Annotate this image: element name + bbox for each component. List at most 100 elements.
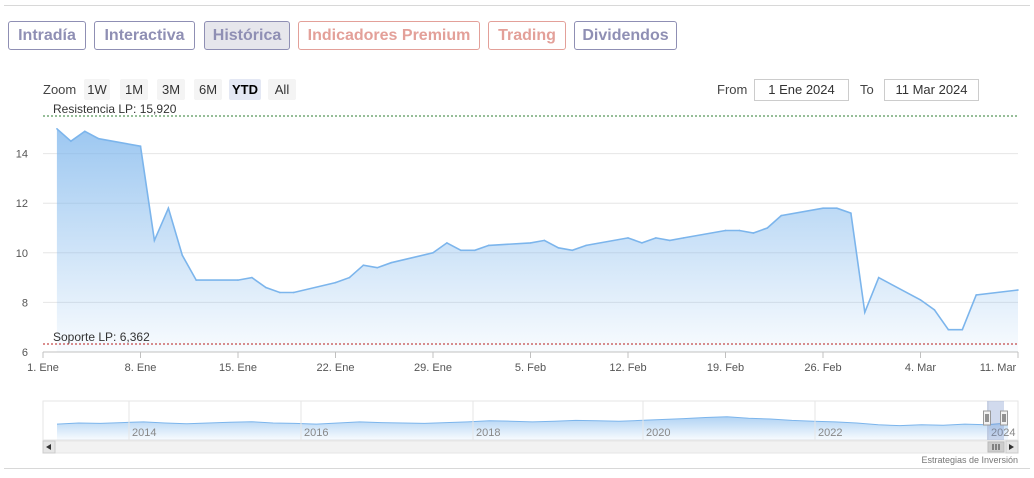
data-point [56,128,58,130]
data-point [975,294,978,296]
x-tick-label: 4. Mar [905,362,937,374]
data-point [877,276,880,279]
zoom-1w-button[interactable]: 1W [84,79,110,100]
data-point [195,279,198,281]
tab-intradia[interactable]: Intradía [8,21,86,50]
scrollbar-track [42,440,1019,454]
data-point [446,242,448,244]
data-point [390,261,393,264]
navigator-tick-label: 2018 [476,427,500,439]
data-point [836,207,838,209]
navigator-handle-right [1000,410,1008,426]
resistance-label: Resistencia LP: 15,920 [53,102,177,116]
data-point [432,252,434,254]
y-tick-label: 10 [16,248,28,260]
tab-dividendos[interactable]: Dividendos [574,21,677,50]
zoom-3m-button[interactable]: 3M [157,79,185,100]
data-point [766,227,769,229]
navigator-selection [987,401,1004,440]
range-to-label: To [860,82,874,97]
data-point [334,281,337,284]
scrollbar-right-button [1005,440,1019,454]
data-point [655,237,657,239]
series-area [56,128,1018,352]
data-point [947,328,950,331]
navigator-handle-left [983,410,991,426]
data-point [139,145,142,147]
scrollbar-left-button [42,440,56,454]
navigator-line [56,416,1009,427]
y-tick-label: 8 [22,297,28,309]
data-point [919,299,922,301]
data-point [682,237,685,239]
data-point [738,229,741,232]
x-tick-label: 19. Feb [707,362,744,374]
data-point [265,286,267,289]
zoom-ytd-button[interactable]: YTD [229,79,261,100]
x-tick-label: 11. Mar [980,362,1017,374]
data-point [571,249,574,252]
zoom-all-button[interactable]: All [268,79,296,100]
zoom-6m-button[interactable]: 6M [194,79,222,100]
support-label: Soporte LP: 6,362 [53,330,150,344]
tab-indicadores-premium[interactable]: Indicadores Premium [298,21,480,50]
data-point [473,249,476,252]
tab-trading[interactable]: Trading [488,21,566,50]
data-point [167,207,170,209]
x-tick-label: 29. Ene [414,362,452,374]
data-point [487,244,490,247]
data-point [237,279,239,281]
tab-historica[interactable]: Histórica [204,21,290,50]
y-tick-label: 12 [16,198,28,210]
zoom-1m-button[interactable]: 1M [120,79,148,100]
data-point [850,212,852,214]
data-point [668,239,671,242]
data-point [641,242,643,244]
range-from-label: From [717,82,748,97]
data-point [278,291,281,294]
data-point [376,266,379,269]
series-line [56,128,1019,331]
data-point [1017,289,1019,291]
data-point [97,137,100,140]
x-tick-label: 5. Feb [515,362,546,374]
range-to-input[interactable]: 11 Mar 2024 [884,79,979,101]
data-point [181,254,184,257]
top-divider [4,5,1030,6]
x-tick-label: 22. Ene [317,362,355,374]
data-point [627,237,629,239]
data-point [752,232,755,234]
x-tick-label: 8. Ene [125,362,157,374]
navigator-tick-label: 2016 [304,427,328,439]
navigator-tick-label: 2014 [132,427,156,439]
data-point [348,276,351,279]
scroll-left-arrow-icon [46,444,51,450]
data-point [153,239,156,242]
data-point [362,264,365,267]
data-point [724,229,727,232]
y-tick-label: 14 [16,149,28,161]
data-point [292,291,295,294]
scrollbar-thumb [987,441,1005,453]
tab-interactiva[interactable]: Interactiva [94,21,195,50]
data-point [780,214,783,217]
data-point [961,328,964,331]
data-point [529,242,532,244]
data-point [557,247,560,249]
navigator-tick-label: 2020 [646,427,670,439]
range-from-input[interactable]: 1 Ene 2024 [754,79,849,101]
data-point [863,311,866,314]
x-tick-label: 15. Ene [219,362,257,374]
x-tick-label: 12. Feb [609,362,646,374]
zoom-label: Zoom [43,82,77,97]
data-point [83,130,86,133]
navigator-tick-label: 2022 [818,427,842,439]
data-point [543,239,546,242]
navigator-tick-label: 2024 [991,427,1015,439]
scroll-right-arrow-icon [1009,444,1014,450]
data-point [70,140,72,142]
data-point [251,276,253,279]
x-tick-label: 1. Ene [27,362,59,374]
